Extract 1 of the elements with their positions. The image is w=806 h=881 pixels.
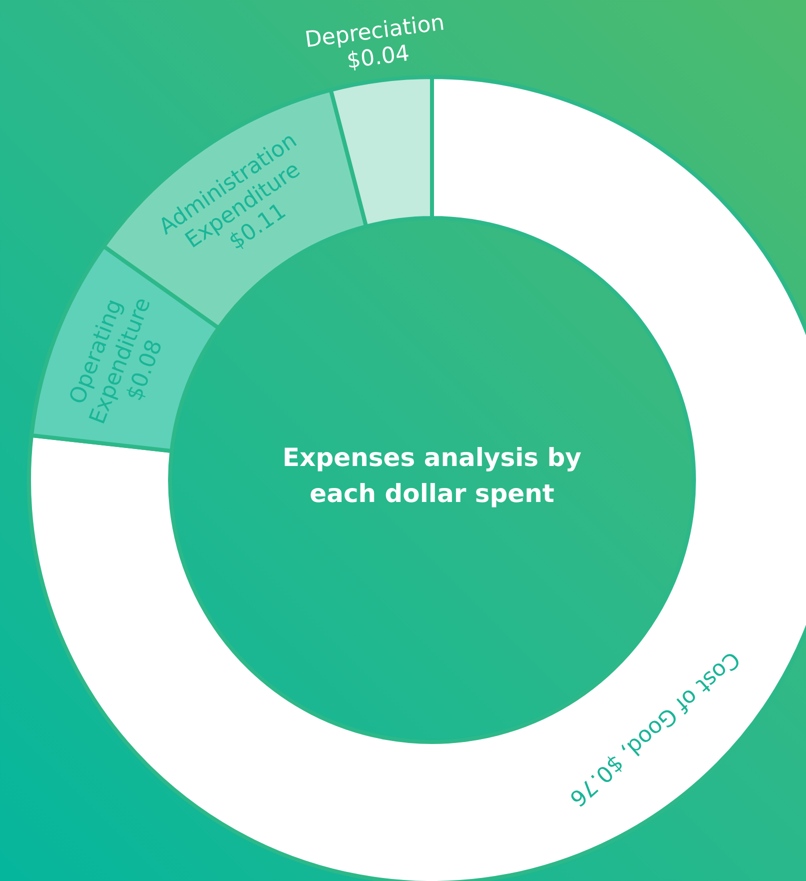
text: Expenses analysis by each dollar spent	[282, 442, 582, 510]
